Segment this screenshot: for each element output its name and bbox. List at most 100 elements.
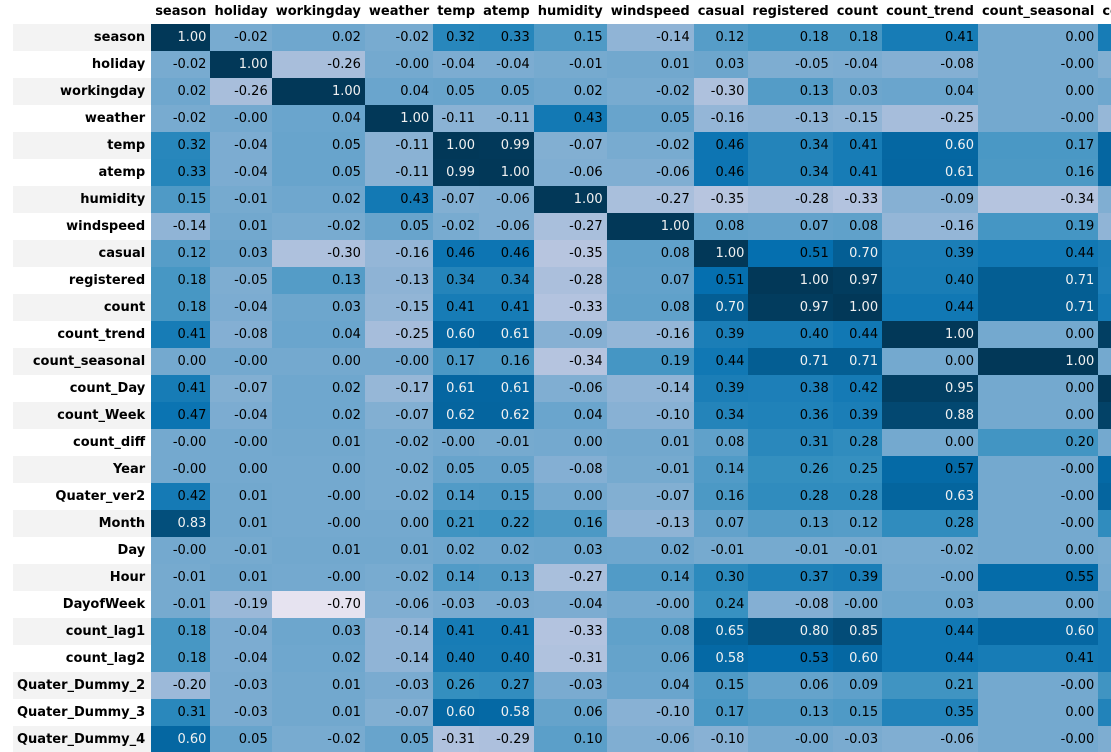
- heatmap-cell: -0.00: [977, 51, 1099, 78]
- heatmap-cell: -0.04: [533, 591, 607, 618]
- heatmap-cell: -0.07: [533, 132, 607, 159]
- heatmap-cell: 0.44: [693, 348, 749, 375]
- heatmap-cell: 0.03: [1098, 591, 1111, 618]
- heatmap-cell: 0.02: [533, 78, 607, 105]
- heatmap-cell: -0.03: [479, 591, 534, 618]
- heatmap-cell: 1.00: [693, 240, 749, 267]
- heatmap-cell: 0.44: [882, 294, 978, 321]
- heatmap-cell: 0.46: [693, 132, 749, 159]
- heatmap-cell: -0.01: [693, 537, 749, 564]
- heatmap-cell: 0.15: [832, 699, 883, 726]
- heatmap-cell: 0.14: [433, 483, 480, 510]
- heatmap-cell: 0.60: [882, 132, 978, 159]
- row-label: count_Day: [13, 375, 152, 402]
- heatmap-cell: -0.10: [693, 726, 749, 752]
- heatmap-cell: -0.03: [832, 726, 883, 752]
- heatmap-cell: 0.41: [1098, 24, 1111, 51]
- heatmap-cell: 0.28: [748, 483, 833, 510]
- heatmap-cell: 0.40: [748, 321, 833, 348]
- heatmap-cell: 1.00: [533, 186, 607, 213]
- table-row: count_lag2 0.18 -0.04 0.02 -0.14 0.40 0.40 -0.3…: [13, 645, 1111, 672]
- heatmap-cell: 0.43: [533, 105, 607, 132]
- heatmap-cell: -0.00: [433, 429, 480, 456]
- heatmap-cell: 0.00: [1098, 429, 1111, 456]
- heatmap-cell: 0.44: [832, 321, 883, 348]
- heatmap-cell: 0.42: [1098, 294, 1111, 321]
- heatmap-cell: 0.03: [271, 294, 365, 321]
- heatmap-cell: 0.21: [882, 672, 978, 699]
- heatmap-cell: 0.14: [606, 564, 694, 591]
- heatmap-cell: 0.40: [882, 267, 978, 294]
- heatmap-cell: 0.01: [606, 429, 694, 456]
- heatmap-cell: 1.00: [882, 321, 978, 348]
- heatmap-cell: 0.63: [882, 483, 978, 510]
- heatmap-cell: 0.03: [693, 51, 749, 78]
- heatmap-cell: 0.00: [151, 348, 211, 375]
- heatmap-cell: -0.06: [364, 591, 434, 618]
- heatmap-cell: -0.06: [479, 186, 534, 213]
- heatmap-cell: -0.28: [748, 186, 833, 213]
- heatmap-cell: 1.00: [1098, 375, 1111, 402]
- heatmap-cell: -0.00: [977, 456, 1099, 483]
- heatmap-cell: -0.00: [210, 348, 272, 375]
- heatmap-cell: 0.97: [748, 294, 833, 321]
- heatmap-cell: 0.01: [364, 537, 434, 564]
- heatmap-cell: 0.35: [882, 699, 978, 726]
- heatmap-cell: 0.02: [479, 537, 534, 564]
- heatmap-cell: 1.00: [151, 24, 211, 51]
- heatmap-cell: -0.13: [364, 267, 434, 294]
- heatmap-cell: 0.42: [832, 375, 883, 402]
- heatmap-cell: -0.08: [882, 51, 978, 78]
- table-row: Year -0.00 0.00 0.00 -0.02 0.05 0.05 -0.08 -0.01…: [13, 456, 1111, 483]
- heatmap-cell: 0.60: [977, 618, 1099, 645]
- heatmap-cell: 0.93: [1098, 402, 1111, 429]
- heatmap-cell: 0.05: [433, 456, 480, 483]
- col-header: holiday: [210, 0, 272, 24]
- heatmap-cell: 0.61: [479, 321, 534, 348]
- heatmap-cell: -0.02: [882, 537, 978, 564]
- heatmap-cell: 0.61: [1098, 159, 1111, 186]
- heatmap-cell: 0.65: [693, 618, 749, 645]
- heatmap-cell: -0.29: [479, 726, 534, 752]
- row-label: windspeed: [13, 213, 152, 240]
- col-header: registered: [748, 0, 833, 24]
- table-row: casual 0.12 0.03 -0.30 -0.16 0.46 0.46 -0.35 0.0…: [13, 240, 1111, 267]
- table-row: weather -0.02 -0.00 0.04 1.00 -0.11 -0.11 0.43 0…: [13, 105, 1111, 132]
- heatmap-cell: 0.01: [271, 672, 365, 699]
- heatmap-cell: 0.01: [210, 213, 272, 240]
- heatmap-cell: 0.53: [748, 645, 833, 672]
- heatmap-cell: 0.12: [832, 510, 883, 537]
- heatmap-cell: -0.70: [271, 591, 365, 618]
- heatmap-cell: 0.61: [479, 375, 534, 402]
- heatmap-cell: 0.00: [977, 402, 1099, 429]
- heatmap-cell: -0.01: [151, 564, 211, 591]
- col-header: humidity: [533, 0, 607, 24]
- heatmap-cell: 0.18: [151, 645, 211, 672]
- row-label: count_lag2: [13, 645, 152, 672]
- heatmap-cell: 0.00: [533, 483, 607, 510]
- heatmap-cell: 0.41: [882, 24, 978, 51]
- col-header: casual: [693, 0, 749, 24]
- heatmap-cell: 0.71: [977, 294, 1099, 321]
- heatmap-cell: 0.44: [882, 645, 978, 672]
- heatmap-cell: 0.60: [433, 321, 480, 348]
- heatmap-cell: 0.15: [693, 672, 749, 699]
- heatmap-cell: 0.95: [882, 375, 978, 402]
- heatmap-cell: -0.00: [977, 105, 1099, 132]
- heatmap-cell: 0.36: [748, 402, 833, 429]
- heatmap-cell: 0.41: [832, 132, 883, 159]
- heatmap-cell: -0.00: [210, 105, 272, 132]
- heatmap-cell: 0.60: [433, 699, 480, 726]
- heatmap-cell: 0.04: [271, 321, 365, 348]
- heatmap-cell: 0.05: [271, 159, 365, 186]
- heatmap-cell: -0.16: [606, 321, 694, 348]
- table-row: season 1.00 -0.02 0.02 -0.02 0.32 0.33 0.15 -0.1…: [13, 24, 1111, 51]
- heatmap-cell: 0.18: [748, 24, 833, 51]
- table-row: count_trend 0.41 -0.08 0.04 -0.25 0.60 0.61 -0.…: [13, 321, 1111, 348]
- heatmap-cell: 0.08: [606, 294, 694, 321]
- heatmap-cell: -0.09: [882, 186, 978, 213]
- heatmap-cell: 0.00: [977, 537, 1099, 564]
- heatmap-cell: -0.08: [748, 591, 833, 618]
- heatmap-cell: 0.19: [977, 213, 1099, 240]
- heatmap-cell: 0.15: [533, 24, 607, 51]
